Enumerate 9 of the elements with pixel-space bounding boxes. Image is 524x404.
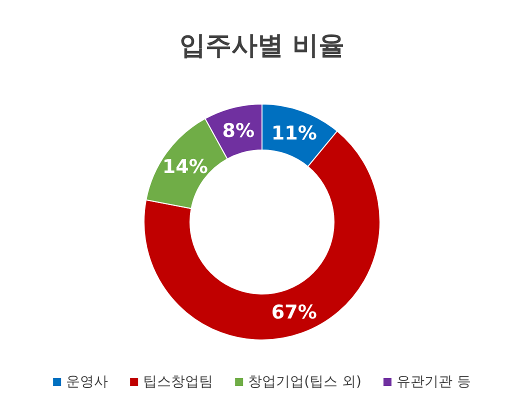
legend-label: 팁스창업팀 <box>143 374 214 390</box>
chart-title: 입주사별 비율 <box>179 31 345 61</box>
data-label: 11% <box>271 122 317 145</box>
legend-label: 유관기관 등 <box>396 374 471 390</box>
data-label: 67% <box>271 301 317 324</box>
legend-label: 운영사 <box>66 374 108 390</box>
legend-label: 창업기업(팁스 외) <box>248 374 362 390</box>
data-label: 14% <box>162 156 208 178</box>
data-label: 8% <box>222 120 255 142</box>
